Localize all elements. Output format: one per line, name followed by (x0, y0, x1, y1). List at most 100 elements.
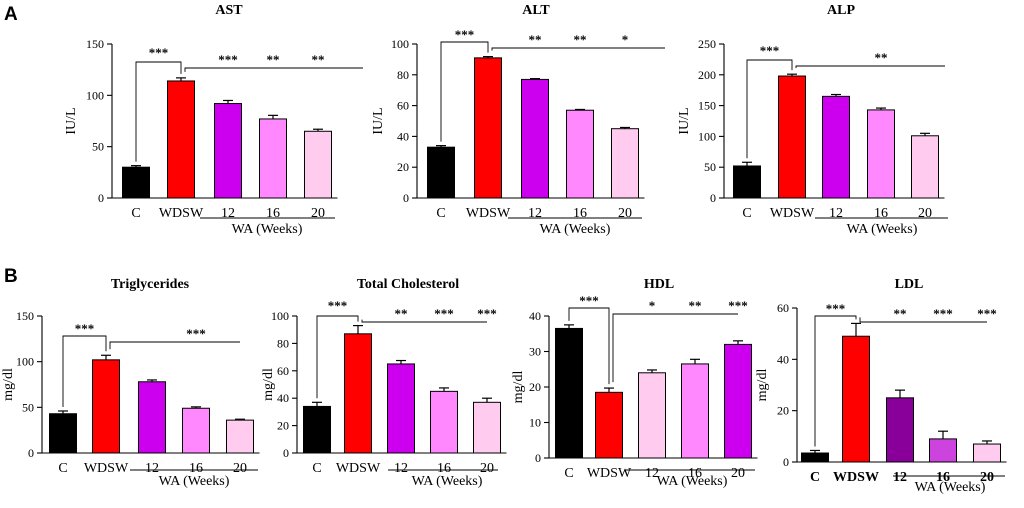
x-tick-label: 16 (266, 206, 280, 221)
bar-12 (638, 372, 666, 459)
bar-16 (182, 407, 210, 454)
y-axis-label: mg/dl (261, 368, 276, 401)
y-tick-label: 20 (397, 160, 409, 174)
group-label: WA (Weeks) (657, 474, 728, 489)
x-tick-label: 12 (829, 206, 843, 221)
significance-label: *** (477, 306, 497, 321)
y-tick-label: 10 (529, 416, 541, 430)
significance-label: ** (689, 298, 702, 313)
x-tick-label: WDSW (336, 461, 381, 476)
bar-20 (226, 419, 254, 454)
x-tick-label: 12 (528, 206, 542, 221)
significance-bracket (62, 335, 107, 407)
group-label: WA (Weeks) (159, 474, 230, 489)
bar-12 (822, 95, 850, 199)
y-tick-label: 150 (86, 37, 104, 51)
bar-16 (681, 363, 709, 459)
bar-c (733, 165, 761, 199)
significance-bracket (612, 313, 738, 383)
significance-bracket (746, 59, 793, 159)
x-tick-label: C (436, 206, 445, 221)
bar-16 (929, 438, 957, 463)
panel-label-b: B (4, 266, 18, 287)
significance-label: *** (579, 293, 599, 308)
y-axis-label: mg/dl (1, 368, 16, 401)
y-tick-label: 200 (698, 68, 716, 82)
y-tick-label: 20 (529, 380, 541, 394)
bar-wdsw (344, 333, 372, 454)
x-tick-label: 12 (145, 461, 159, 476)
group-label: WA (Weeks) (915, 480, 986, 495)
y-tick-label: 50 (704, 160, 716, 174)
y-tick-label: 80 (277, 336, 289, 350)
y-tick-label: 0 (403, 191, 409, 205)
significance-bracket (109, 341, 240, 350)
group-label: WA (Weeks) (232, 222, 303, 237)
chart-total-cholesterol: Total Cholesterol mg/dl 0 20 40 60 80 100 C WDSW 1… (261, 277, 507, 489)
bar-wdsw (842, 335, 870, 463)
chart-title: Triglycerides (111, 277, 190, 292)
x-tick-label: 20 (918, 206, 932, 221)
x-tick-label: WDSW (833, 470, 879, 485)
significance-bracket (568, 307, 610, 385)
x-tick-label: 16 (189, 461, 203, 476)
significance-bracket (795, 65, 945, 69)
bar-c (427, 146, 455, 199)
bar-c (303, 405, 331, 454)
y-tick-label: 20 (277, 419, 289, 433)
chart-title: ALP (827, 3, 855, 18)
bar-wdsw (167, 80, 195, 199)
bar-wdsw (595, 391, 623, 459)
bar-20 (973, 443, 1001, 463)
chart-title: Total Cholesterol (357, 277, 459, 292)
chart-alt: ALT IU/L 0 20 40 60 80 100 C WDSW 12 16 20 WA (Weeks)… (371, 3, 665, 237)
y-tick-label: 40 (397, 129, 409, 143)
y-tick-label: 50 (92, 140, 104, 154)
significance-label: ** (529, 32, 542, 47)
x-tick-label: 20 (233, 461, 247, 476)
significance-label: * (649, 298, 656, 313)
x-tick-label: C (564, 466, 573, 481)
x-tick-label: 20 (480, 461, 494, 476)
bar-c (555, 327, 583, 459)
y-tick-label: 100 (391, 37, 409, 51)
y-tick-label: 40 (529, 309, 541, 323)
x-tick-label: WDSW (587, 466, 632, 481)
significance-label: *** (760, 43, 780, 58)
significance-label: *** (149, 45, 169, 60)
x-tick-label: 12 (394, 461, 408, 476)
bar-12 (138, 381, 166, 454)
y-axis-label: mg/dl (511, 371, 526, 404)
chart-title: HDL (644, 277, 674, 292)
bar-12 (886, 397, 914, 463)
x-tick-label: 20 (980, 470, 994, 485)
x-tick-label: WDSW (159, 206, 204, 221)
significance-label: *** (75, 321, 95, 336)
y-tick-label: 0 (535, 451, 541, 465)
group-label: WA (Weeks) (847, 222, 918, 237)
significance-label: ** (574, 32, 587, 47)
y-tick-label: 100 (698, 129, 716, 143)
y-tick-label: 30 (529, 345, 541, 359)
y-tick-label: 0 (283, 446, 289, 460)
y-tick-label: 250 (698, 37, 716, 51)
bar-wdsw (474, 57, 502, 199)
significance-label: ** (267, 52, 280, 67)
significance-bracket (440, 41, 489, 142)
bar-12 (214, 103, 242, 199)
significance-label: ** (875, 50, 888, 65)
y-tick-label: 100 (86, 88, 104, 102)
x-tick-label: 12 (893, 470, 907, 485)
group-label: WA (Weeks) (412, 474, 483, 489)
bar-16 (430, 390, 458, 454)
y-tick-label: 150 (698, 99, 716, 113)
y-tick-label: 20 (777, 404, 789, 418)
significance-label: ** (312, 52, 325, 67)
y-tick-label: 0 (710, 191, 716, 205)
